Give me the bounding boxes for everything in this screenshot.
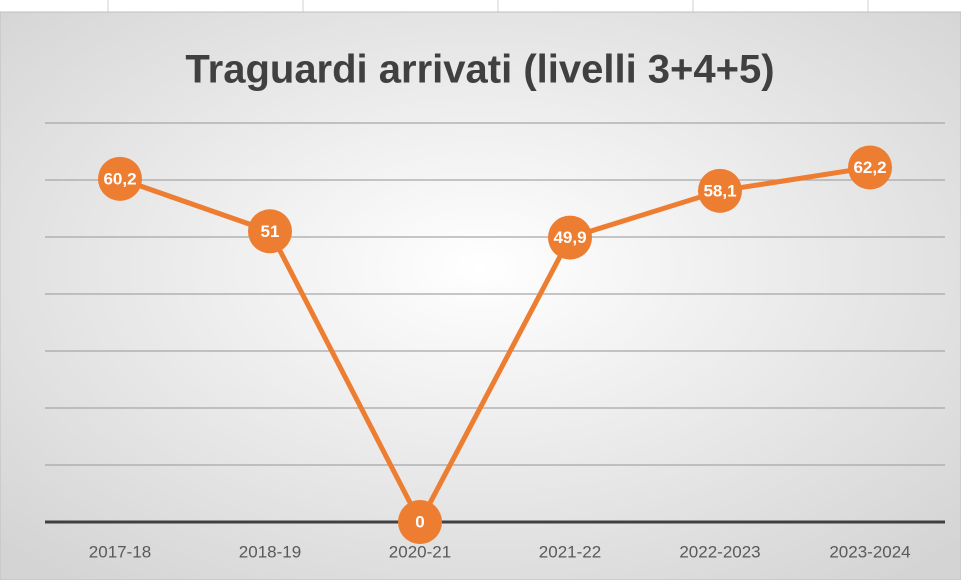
x-tick-label: 2021-22 xyxy=(539,542,601,561)
series-line xyxy=(119,164,871,525)
x-tick-label: 2017-18 xyxy=(89,542,151,561)
data-label: 51 xyxy=(261,222,280,241)
data-point xyxy=(848,145,892,190)
data-point xyxy=(98,156,142,201)
x-tick-label: 2022-2023 xyxy=(679,542,760,561)
chart-area xyxy=(0,11,961,580)
data-label: 49,9 xyxy=(553,228,586,247)
data-label: 62,2 xyxy=(853,158,886,177)
data-label: 60,2 xyxy=(103,169,136,188)
x-tick-label: 2023-2024 xyxy=(829,542,910,561)
x-tick-label: 2018-19 xyxy=(239,542,301,561)
x-tick-label: 2020-21 xyxy=(389,542,451,561)
data-label: 58,1 xyxy=(703,181,736,200)
data-point xyxy=(548,215,592,260)
chart-title: Traguardi arrivati (livelli 3+4+5) xyxy=(185,48,774,92)
data-label: 0 xyxy=(415,512,424,531)
cell-borders xyxy=(107,0,869,12)
data-point xyxy=(698,168,742,213)
data-point xyxy=(248,209,292,254)
data-point xyxy=(398,500,442,544)
